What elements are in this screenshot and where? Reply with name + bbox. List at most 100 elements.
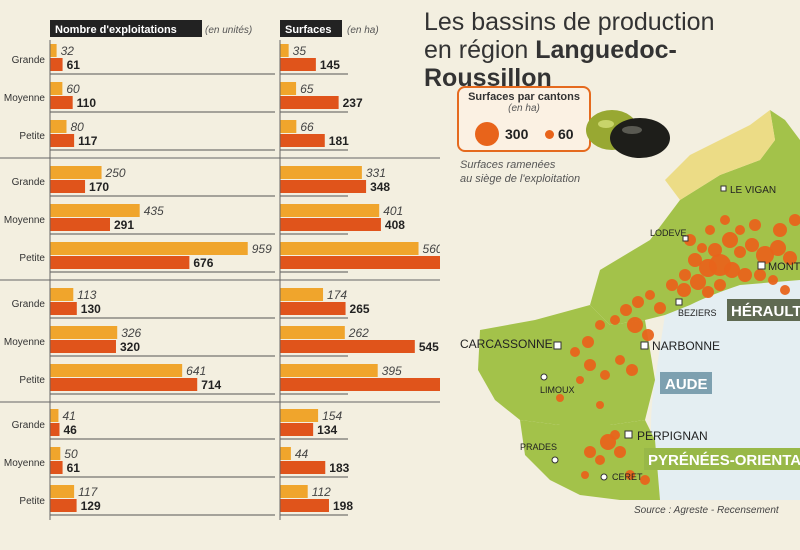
- count-bar-light: [50, 120, 67, 133]
- count-bar-dark: [50, 461, 63, 474]
- count-bar-dark: [50, 256, 190, 269]
- category-label: Petite: [19, 131, 45, 142]
- count-value-dark: 117: [78, 134, 98, 148]
- map-title-line1: Les bassins de production: [424, 8, 715, 36]
- region-label-pyrenees: PYRÉNÉES-ORIENTA: [648, 452, 800, 469]
- area-value-dark: 348: [370, 180, 390, 194]
- map-bubble: [735, 225, 745, 235]
- area-value-light: 44: [295, 447, 309, 461]
- map-title-line2: en région Languedoc-Roussillon: [424, 36, 800, 92]
- category-label: Grande: [12, 177, 46, 188]
- area-header: Surfaces: [285, 24, 331, 36]
- north-land: [665, 110, 775, 200]
- pyrenees-land: [520, 420, 660, 500]
- count-bar-dark: [50, 96, 73, 109]
- count-bar-light: [50, 409, 59, 422]
- sea-area: [651, 280, 800, 500]
- count-bar-light: [50, 44, 57, 57]
- map-bubble: [768, 275, 778, 285]
- count-value-light: 250: [105, 166, 126, 180]
- area-bar-light: [280, 44, 289, 57]
- city-marker-limoux: [540, 373, 548, 381]
- area-value-light: 174: [327, 288, 347, 302]
- count-value-light: 117: [78, 485, 98, 499]
- map-bubble: [756, 246, 774, 264]
- area-unit: (en ha): [347, 25, 379, 36]
- map-bubble: [584, 359, 596, 371]
- note-line2: au siège de l'exploitation: [460, 173, 581, 185]
- region-box-herault: [727, 299, 800, 321]
- category-label: Grande: [12, 55, 46, 66]
- count-value-light: 435: [144, 204, 164, 218]
- area-value-light: 35: [293, 44, 307, 58]
- map-bubble: [783, 251, 797, 265]
- region-label-aude: AUDE: [665, 376, 708, 393]
- count-bar-dark: [50, 134, 75, 147]
- count-bar-dark: [50, 378, 198, 391]
- count-header-box: [50, 20, 202, 37]
- aude-land: [478, 305, 655, 425]
- city-marker-beziers: [675, 298, 683, 306]
- count-bar-light: [50, 447, 61, 460]
- count-header: Nombre d'exploitations: [55, 24, 177, 36]
- map-bubble: [626, 364, 638, 376]
- region-label-herault: HÉRAULT: [731, 303, 800, 320]
- area-bar-light: [280, 204, 380, 217]
- area-value-light: 401: [383, 204, 403, 218]
- area-value-dark: 408: [385, 218, 405, 232]
- map-bubble: [714, 279, 726, 291]
- olives-illustration: [586, 110, 670, 158]
- map-bubble: [596, 401, 604, 409]
- count-value-dark: 61: [67, 461, 81, 475]
- map-bubble: [570, 347, 580, 357]
- map-bubble: [749, 219, 761, 231]
- count-bar-dark: [50, 423, 60, 436]
- count-value-dark: 61: [67, 58, 81, 72]
- count-value-dark: 320: [120, 340, 140, 354]
- area-bar-light: [280, 485, 308, 498]
- map-bubble: [595, 320, 605, 330]
- area-bar-dark: [280, 423, 314, 436]
- map-bubble: [754, 269, 766, 281]
- area-bar-light: [280, 242, 419, 255]
- area-bar-dark: [280, 96, 339, 109]
- map-bubble: [600, 370, 610, 380]
- category-label: Moyenne: [4, 215, 46, 226]
- city-label-narbonne: NARBONNE: [652, 339, 720, 353]
- area-bar-dark: [280, 256, 440, 269]
- area-bar-dark: [280, 461, 326, 474]
- region-box-aude: [660, 372, 712, 394]
- map-legend: Surfaces par cantons (en ha) 300 60: [457, 86, 591, 152]
- city-label-ceret: CERET: [612, 472, 643, 482]
- area-bar-light: [280, 409, 319, 422]
- count-bar-light: [50, 288, 74, 301]
- count-bar-light: [50, 166, 102, 179]
- map-bubble: [654, 302, 666, 314]
- count-value-dark: 170: [89, 180, 109, 194]
- count-value-dark: 676: [193, 256, 213, 270]
- count-bar-dark: [50, 58, 63, 71]
- city-marker-perpignan: [624, 430, 633, 439]
- map-bubble: [697, 243, 707, 253]
- area-value-light: 560: [423, 242, 440, 256]
- area-bar-light: [280, 166, 362, 179]
- legend-small-value: 60: [558, 126, 574, 142]
- area-value-dark: 265: [350, 302, 370, 316]
- city-label-mont: MONT: [768, 261, 800, 273]
- category-label: Petite: [19, 253, 45, 264]
- count-bar-dark: [50, 302, 77, 315]
- map-bubble: [632, 296, 644, 308]
- bars-layer: Grande326135145Moyenne6011065237Petite80…: [0, 40, 440, 520]
- map-bubble: [773, 223, 787, 237]
- map-bubble: [738, 268, 752, 282]
- area-value-dark: 545: [419, 340, 439, 354]
- bar-chart: Nombre d'exploitations (en unités) Surfa…: [0, 20, 440, 520]
- map-bubble: [556, 394, 564, 402]
- legend-title: Surfaces par cantons: [468, 91, 580, 103]
- map-bubble: [610, 315, 620, 325]
- map-bubble: [724, 262, 740, 278]
- map-bubble: [645, 290, 655, 300]
- area-bar-dark: [280, 340, 415, 353]
- count-value-light: 50: [64, 447, 78, 461]
- area-bar-light: [280, 326, 345, 339]
